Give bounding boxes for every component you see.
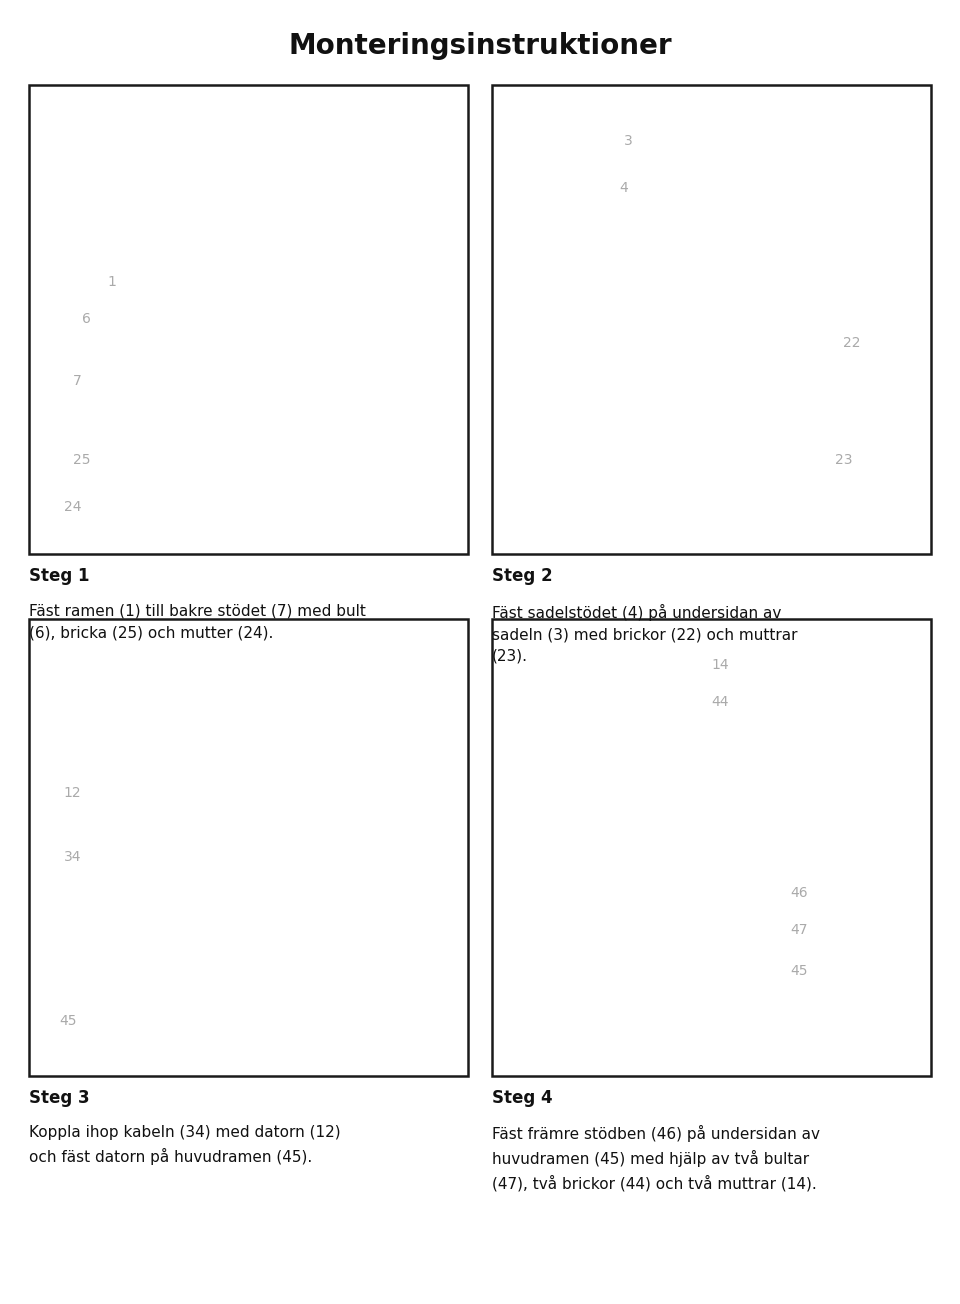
Text: 25: 25 (73, 454, 90, 467)
Text: Monteringsinstruktioner: Monteringsinstruktioner (288, 31, 672, 60)
Bar (492, 85, 931, 554)
Circle shape (683, 339, 698, 355)
Circle shape (726, 339, 741, 355)
Circle shape (726, 436, 741, 451)
Text: Steg 4: Steg 4 (492, 1089, 553, 1107)
Circle shape (683, 403, 698, 420)
Bar (492, 619, 931, 1076)
Circle shape (683, 370, 698, 387)
Text: 46: 46 (791, 887, 808, 900)
Text: 47: 47 (791, 923, 808, 936)
Ellipse shape (244, 735, 296, 763)
Circle shape (615, 975, 635, 996)
Ellipse shape (141, 721, 442, 956)
Text: Steg 3: Steg 3 (29, 1089, 89, 1107)
Text: 45: 45 (791, 964, 808, 978)
Bar (599, 250, 651, 287)
Text: 6: 6 (82, 313, 90, 326)
Text: 44: 44 (711, 695, 729, 708)
PathPatch shape (564, 90, 647, 133)
Circle shape (647, 857, 699, 910)
Text: 24: 24 (64, 501, 82, 514)
FancyBboxPatch shape (62, 754, 132, 844)
Text: 45: 45 (60, 1015, 77, 1028)
Text: 12: 12 (64, 786, 82, 799)
Text: 14: 14 (711, 659, 730, 672)
Bar (29, 85, 468, 554)
Text: 23: 23 (834, 454, 852, 467)
Bar (29, 619, 468, 1076)
Text: 22: 22 (843, 336, 861, 349)
FancyBboxPatch shape (356, 923, 425, 960)
Circle shape (845, 865, 854, 875)
Text: 3: 3 (624, 134, 633, 149)
Text: Fäst sadelstödet (4) på undersidan av
sadeln (3) med brickor (22) och muttrar
(2: Fäst sadelstödet (4) på undersidan av sa… (492, 604, 798, 664)
Ellipse shape (571, 713, 852, 938)
Circle shape (726, 370, 741, 387)
Text: 4: 4 (619, 181, 628, 196)
Text: Fäst främre stödben (46) på undersidan av
huvudramen (45) med hjälp av två bulta: Fäst främre stödben (46) på undersidan a… (492, 1125, 820, 1191)
Text: 7: 7 (73, 373, 82, 387)
Text: Steg 1: Steg 1 (29, 567, 89, 585)
Circle shape (148, 981, 167, 1000)
Text: Steg 2: Steg 2 (492, 567, 553, 585)
FancyBboxPatch shape (604, 960, 725, 1013)
Circle shape (201, 861, 261, 923)
Text: 34: 34 (64, 850, 82, 863)
Text: 1: 1 (108, 275, 117, 289)
FancyBboxPatch shape (119, 964, 270, 1017)
FancyBboxPatch shape (630, 728, 690, 807)
Circle shape (726, 403, 741, 420)
Text: Koppla ihop kabeln (34) med datorn (12)
och fäst datorn på huvudramen (45).: Koppla ihop kabeln (34) med datorn (12) … (29, 1125, 341, 1164)
Text: Fäst ramen (1) till bakre stödet (7) med bult
(6), bricka (25) och mutter (24).: Fäst ramen (1) till bakre stödet (7) med… (29, 604, 366, 640)
Circle shape (683, 436, 698, 451)
Bar (175, 278, 235, 343)
